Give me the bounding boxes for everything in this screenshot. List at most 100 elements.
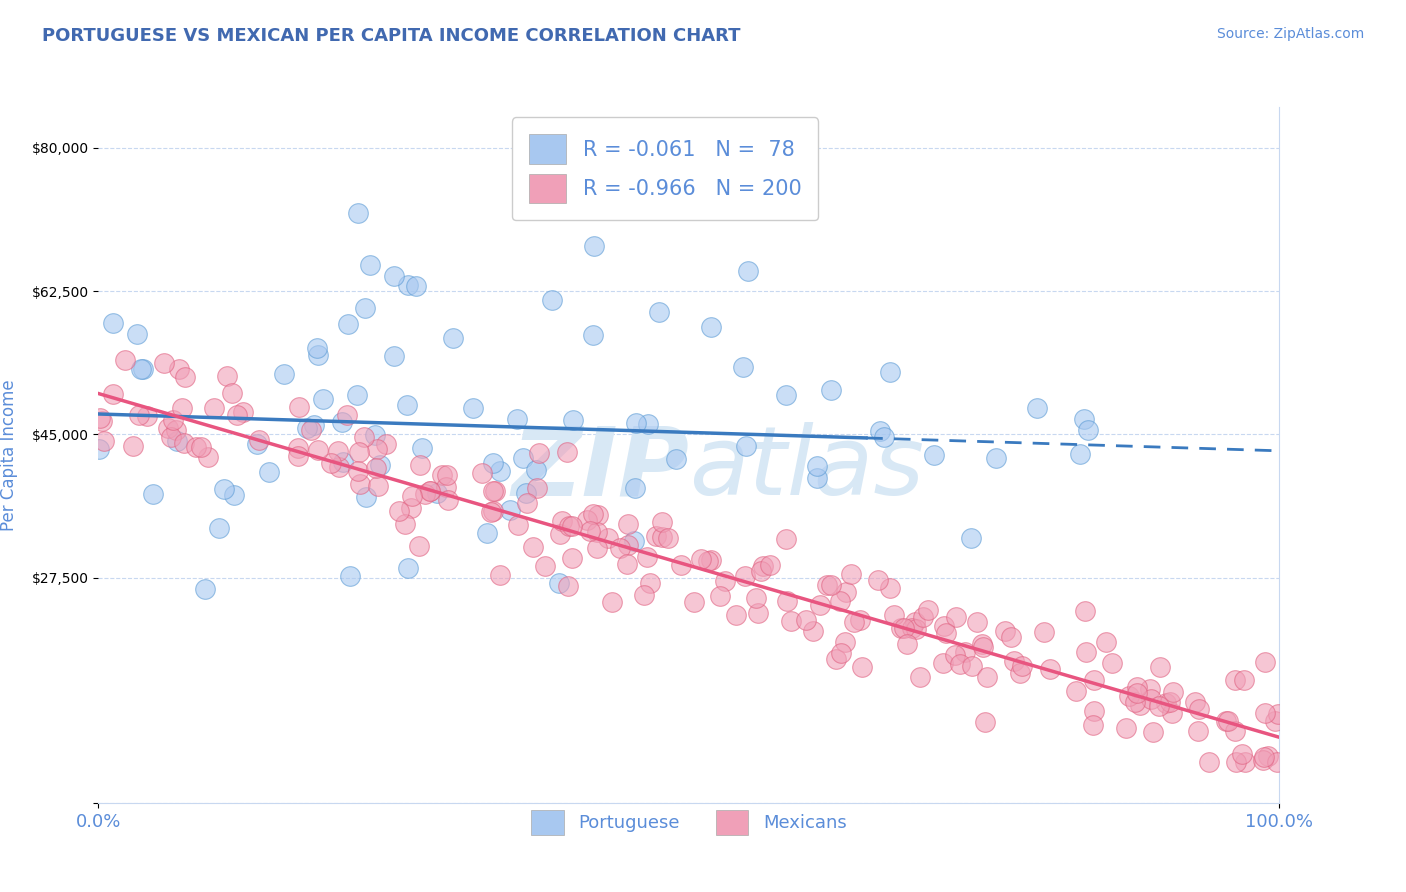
Point bbox=[488, 567, 510, 582]
Point bbox=[409, 458, 432, 473]
Point bbox=[585, 525, 607, 540]
Point bbox=[197, 450, 219, 465]
Point bbox=[953, 645, 976, 659]
Point bbox=[1265, 755, 1288, 769]
Point bbox=[1118, 689, 1140, 703]
Point bbox=[152, 356, 174, 370]
Point bbox=[353, 430, 375, 444]
Point bbox=[516, 496, 538, 510]
Point bbox=[1073, 412, 1095, 426]
Point bbox=[972, 637, 994, 651]
Point bbox=[820, 577, 842, 591]
Point bbox=[370, 458, 392, 472]
Point bbox=[93, 434, 115, 448]
Point bbox=[232, 405, 254, 419]
Point bbox=[307, 442, 329, 457]
Point bbox=[984, 451, 1007, 466]
Point bbox=[851, 659, 873, 673]
Point bbox=[1139, 681, 1161, 696]
Point bbox=[396, 398, 419, 412]
Point bbox=[1160, 706, 1182, 720]
Text: ZIP: ZIP bbox=[510, 422, 689, 516]
Point bbox=[122, 439, 145, 453]
Point bbox=[434, 480, 457, 494]
Point bbox=[127, 326, 149, 341]
Point bbox=[551, 515, 574, 529]
Point bbox=[637, 417, 659, 431]
Point bbox=[586, 541, 609, 556]
Point bbox=[835, 585, 858, 599]
Point bbox=[794, 613, 817, 627]
Point bbox=[330, 415, 353, 429]
Point bbox=[202, 401, 225, 415]
Point bbox=[165, 423, 187, 437]
Point bbox=[530, 199, 553, 213]
Point bbox=[972, 640, 994, 654]
Point bbox=[208, 521, 231, 535]
Point bbox=[1223, 724, 1246, 739]
Point bbox=[801, 624, 824, 639]
Point bbox=[934, 626, 956, 640]
Point bbox=[651, 530, 673, 544]
Point bbox=[498, 503, 520, 517]
Point bbox=[326, 443, 349, 458]
Text: atlas: atlas bbox=[689, 422, 924, 516]
Point bbox=[966, 615, 988, 630]
Point bbox=[883, 608, 905, 623]
Point bbox=[347, 464, 370, 478]
Point bbox=[354, 301, 377, 315]
Point bbox=[328, 460, 350, 475]
Point bbox=[617, 538, 640, 552]
Point bbox=[382, 350, 405, 364]
Point bbox=[824, 652, 846, 666]
Point bbox=[624, 481, 647, 495]
Point bbox=[224, 487, 246, 501]
Point bbox=[579, 524, 602, 539]
Point bbox=[806, 471, 828, 485]
Point bbox=[815, 578, 838, 592]
Point bbox=[1083, 718, 1105, 732]
Point bbox=[364, 460, 387, 475]
Point bbox=[170, 401, 193, 415]
Point bbox=[89, 442, 111, 456]
Point bbox=[600, 595, 623, 609]
Point bbox=[973, 715, 995, 730]
Point bbox=[893, 621, 915, 635]
Point bbox=[101, 387, 124, 401]
Point bbox=[1095, 635, 1118, 649]
Point bbox=[994, 624, 1017, 638]
Point bbox=[890, 621, 912, 635]
Point bbox=[1002, 654, 1025, 668]
Point bbox=[873, 430, 896, 444]
Point bbox=[1129, 698, 1152, 712]
Point bbox=[221, 385, 243, 400]
Point bbox=[167, 362, 190, 376]
Point bbox=[904, 622, 927, 636]
Point bbox=[932, 656, 955, 670]
Point bbox=[319, 456, 342, 470]
Point bbox=[562, 413, 585, 427]
Point bbox=[374, 437, 396, 451]
Point bbox=[475, 525, 498, 540]
Point bbox=[617, 517, 640, 532]
Point bbox=[190, 440, 212, 454]
Point bbox=[1076, 645, 1098, 659]
Point bbox=[481, 504, 503, 518]
Point bbox=[586, 508, 609, 523]
Point bbox=[1140, 691, 1163, 706]
Point bbox=[561, 551, 583, 566]
Point bbox=[651, 515, 673, 529]
Point bbox=[273, 367, 295, 381]
Point bbox=[512, 450, 534, 465]
Point bbox=[1032, 624, 1054, 639]
Point bbox=[401, 489, 423, 503]
Point bbox=[1101, 656, 1123, 670]
Point bbox=[1126, 685, 1149, 699]
Point bbox=[1025, 401, 1047, 415]
Point bbox=[541, 293, 564, 308]
Point bbox=[550, 527, 572, 541]
Point bbox=[214, 483, 236, 497]
Point bbox=[173, 436, 195, 450]
Point bbox=[699, 553, 721, 567]
Point bbox=[347, 206, 370, 220]
